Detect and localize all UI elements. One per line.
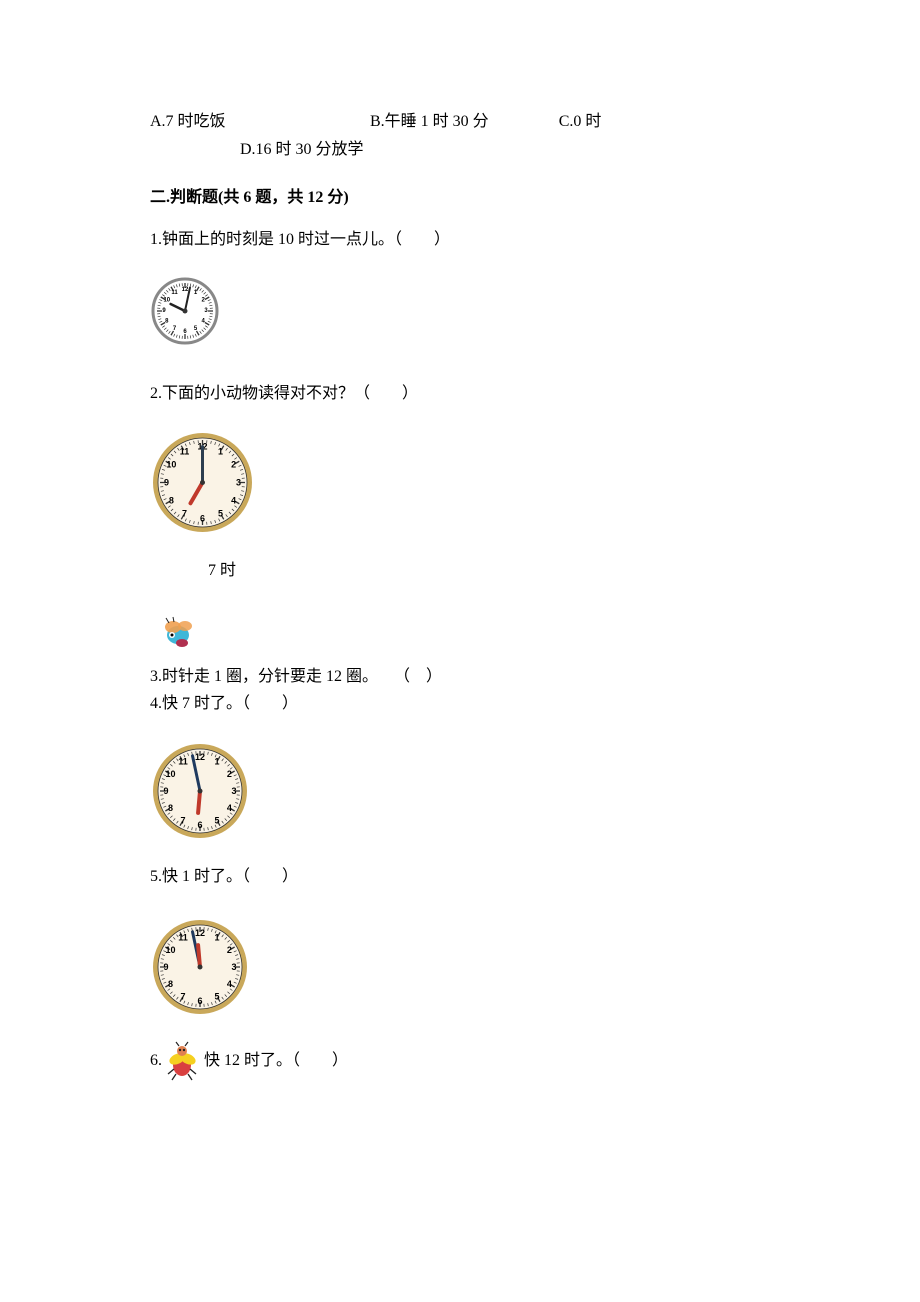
svg-text:4: 4	[231, 496, 236, 506]
question-3-4-block: 3.时针走 1 圈，分针要走 12 圈。 （ ） 4.快 7 时了。（ ）	[150, 663, 770, 717]
bug-icon	[166, 1041, 200, 1081]
svg-text:1: 1	[214, 933, 219, 943]
question-2: 2.下面的小动物读得对不对？（ ） 121234567891011 7 时	[150, 382, 770, 651]
svg-text:7: 7	[180, 816, 185, 826]
question-4-clock: 12 12 3 45 6 789 1011	[150, 741, 770, 841]
question-2-time-label: 7 时	[208, 559, 236, 583]
question-6-prefix: 6.	[150, 1049, 162, 1073]
svg-text:6: 6	[197, 820, 202, 830]
options-row-1: A.7 时吃饭 B.午睡 1 时 30 分 C.0 时	[150, 110, 770, 134]
svg-text:8: 8	[168, 803, 173, 813]
svg-text:7: 7	[180, 992, 185, 1002]
svg-text:10: 10	[163, 298, 170, 304]
question-3-text: 3.时针走 1 圈，分针要走 12 圈。 （ ）	[150, 663, 770, 690]
svg-text:2: 2	[227, 945, 232, 955]
svg-text:12: 12	[195, 928, 205, 938]
question-1: 1.钟面上的时刻是 10 时过一点儿。（ ） 121234567891011	[150, 228, 770, 346]
question-2-clock: 121234567891011	[150, 430, 770, 535]
option-b: B.午睡 1 时 30 分	[370, 110, 489, 134]
bee-icon	[160, 613, 770, 651]
svg-text:10: 10	[166, 460, 176, 470]
svg-text:11: 11	[171, 290, 178, 296]
question-5-text: 5.快 1 时了。（ ）	[150, 865, 770, 889]
svg-text:11: 11	[178, 757, 188, 767]
svg-text:8: 8	[168, 979, 173, 989]
option-d: D.16 时 30 分放学	[240, 141, 364, 158]
svg-text:5: 5	[214, 992, 219, 1002]
svg-text:9: 9	[164, 478, 169, 488]
option-a: A.7 时吃饭	[150, 110, 300, 134]
svg-text:2: 2	[231, 460, 236, 470]
question-5-clock: 12 12 3 45 6 789 1011	[150, 917, 770, 1017]
svg-text:5: 5	[214, 816, 219, 826]
question-1-text: 1.钟面上的时刻是 10 时过一点儿。（ ）	[150, 228, 770, 252]
svg-text:3: 3	[231, 962, 236, 972]
svg-text:6: 6	[200, 514, 205, 524]
svg-text:7: 7	[182, 509, 187, 519]
svg-text:12: 12	[195, 752, 205, 762]
question-2-text: 2.下面的小动物读得对不对？（ ）	[150, 382, 770, 406]
svg-text:3: 3	[231, 786, 236, 796]
question-2-label: 7 时	[180, 559, 770, 589]
svg-text:10: 10	[166, 769, 176, 779]
svg-text:5: 5	[218, 509, 223, 519]
section-2-title: 二.判断题(共 6 题，共 12 分)	[150, 186, 770, 210]
svg-text:9: 9	[163, 786, 168, 796]
svg-text:6: 6	[197, 996, 202, 1006]
options-row-2: D.16 时 30 分放学	[240, 138, 770, 162]
svg-text:2: 2	[227, 769, 232, 779]
svg-text:11: 11	[178, 933, 188, 943]
svg-text:10: 10	[166, 945, 176, 955]
question-6-suffix: 快 12 时了。（ ）	[204, 1049, 348, 1073]
option-c: C.0 时	[559, 110, 602, 134]
svg-text:3: 3	[236, 478, 241, 488]
svg-text:4: 4	[227, 979, 232, 989]
question-5: 5.快 1 时了。（ ） 12 12 3 45 6 789 1011	[150, 865, 770, 1017]
svg-text:11: 11	[180, 446, 190, 456]
svg-text:1: 1	[214, 757, 219, 767]
question-6: 6. 快 12 时了。（ ）	[150, 1041, 770, 1081]
svg-text:1: 1	[218, 446, 223, 456]
question-1-clock: 121234567891011	[150, 276, 770, 346]
svg-text:12: 12	[182, 287, 189, 293]
svg-text:9: 9	[163, 962, 168, 972]
question-4-text: 4.快 7 时了。（ ）	[150, 690, 770, 717]
svg-text:8: 8	[169, 496, 174, 506]
svg-text:4: 4	[227, 803, 232, 813]
